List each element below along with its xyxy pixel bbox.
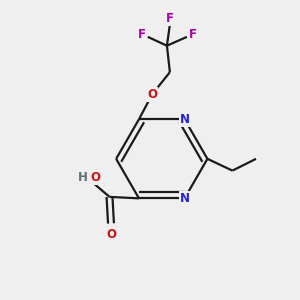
Text: O: O <box>147 88 157 101</box>
Text: N: N <box>180 192 190 205</box>
Text: F: F <box>166 12 174 25</box>
Text: F: F <box>138 28 146 41</box>
Text: O: O <box>106 228 116 241</box>
Text: O: O <box>90 171 100 184</box>
Text: F: F <box>189 28 197 41</box>
Text: H: H <box>78 171 88 184</box>
Text: N: N <box>180 113 190 126</box>
